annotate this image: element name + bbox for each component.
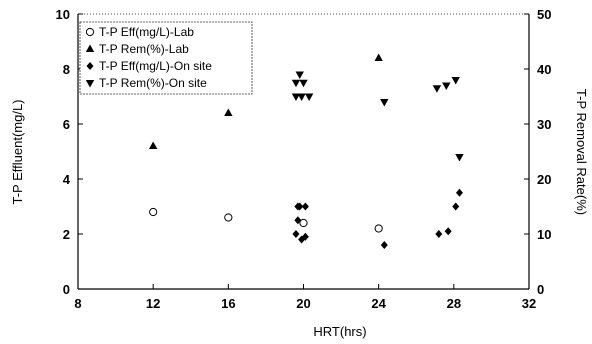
- legend-label: T-P Eff(mg/L)-Lab: [99, 25, 194, 39]
- x-tick-label: 8: [74, 296, 81, 311]
- data-point: [442, 82, 451, 90]
- y-tick-label: 0: [63, 282, 70, 297]
- data-point: [294, 216, 302, 225]
- legend-marker: [85, 80, 95, 88]
- x-tick-label: 16: [221, 296, 235, 311]
- x-tick-label: 24: [371, 296, 386, 311]
- y-tick-label: 8: [63, 62, 70, 77]
- data-point: [380, 241, 388, 249]
- data-point: [374, 224, 383, 233]
- data-point: [292, 230, 300, 238]
- data-point: [224, 213, 233, 222]
- data-point: [299, 79, 308, 88]
- data-point: [149, 207, 158, 217]
- data-point: [455, 154, 464, 162]
- data-point: [299, 218, 308, 228]
- data-point: [452, 202, 460, 211]
- x-tick-label: 32: [522, 296, 536, 311]
- data-point: [291, 79, 301, 88]
- y2-tick-label: 40: [537, 62, 551, 77]
- y2-tick-label: 50: [537, 7, 551, 22]
- legend-box: [79, 21, 253, 95]
- x-tick-label: 28: [447, 296, 461, 311]
- legend: T-P Eff(mg/L)-Lab T-P Rem(%)-Lab T-P Eff(m…: [79, 21, 253, 95]
- data-point: [455, 188, 463, 197]
- y-tick-label: 6: [63, 117, 70, 132]
- legend-marker: [85, 44, 95, 52]
- x-tick-label: 20: [296, 296, 310, 311]
- y-tick-label: 2: [63, 227, 70, 242]
- data-point: [224, 108, 233, 116]
- y2-tick-label: 0: [537, 282, 544, 297]
- legend-label: T-P Rem(%)-Lab: [99, 42, 189, 56]
- y2-tick-label: 10: [537, 227, 551, 242]
- data-point: [295, 71, 304, 79]
- legend-label: T-P Rem(%)-On site: [99, 76, 207, 90]
- y2-tick-label: 30: [537, 117, 551, 132]
- data-point: [432, 85, 442, 93]
- data-point: [301, 232, 309, 241]
- data-point: [296, 202, 304, 211]
- data-point: [435, 230, 443, 238]
- data-point: [148, 141, 158, 149]
- data-point: [301, 202, 309, 211]
- x-tick-label: 12: [146, 296, 160, 311]
- legend-label: T-P Eff(mg/L)-On site: [99, 59, 212, 73]
- data-points: [148, 53, 464, 249]
- data-point: [304, 93, 314, 101]
- data-point: [291, 93, 301, 101]
- legend-marker: [86, 62, 94, 70]
- data-point: [451, 77, 460, 85]
- data-point: [297, 93, 306, 101]
- y-tick-label: 10: [56, 7, 70, 22]
- data-point: [374, 53, 383, 61]
- y2-tick-label: 20: [537, 172, 551, 187]
- y2-axis-title: T-P Removal Rate(%): [574, 89, 589, 215]
- legend-marker: [85, 27, 95, 37]
- data-point: [380, 99, 389, 107]
- y-axis-title: T-P Effluent(mg/L): [10, 99, 25, 204]
- y-tick-label: 4: [63, 172, 71, 187]
- x-axis-title: HRT(hrs): [313, 324, 366, 339]
- data-point: [444, 227, 452, 236]
